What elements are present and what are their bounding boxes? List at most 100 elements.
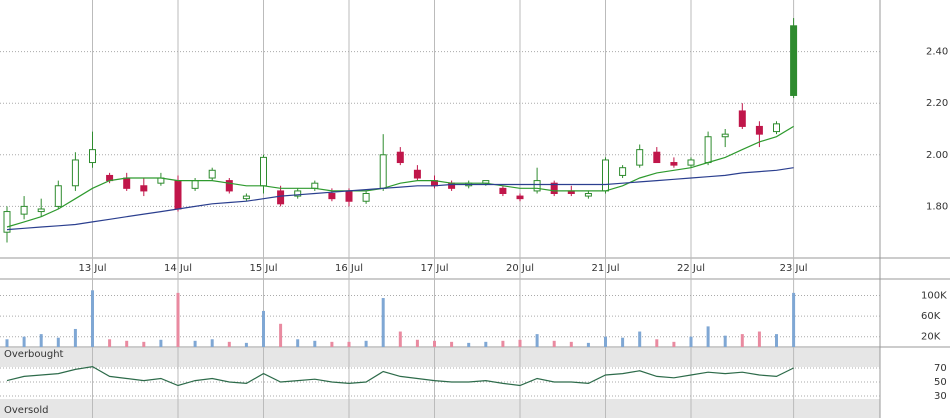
x-tick-label: 13 Jul bbox=[79, 263, 107, 274]
candle-body bbox=[123, 177, 131, 189]
candle-body bbox=[311, 182, 319, 189]
candle-body bbox=[345, 190, 353, 202]
x-tick-label: 20 Jul bbox=[506, 263, 534, 274]
volume-bar bbox=[108, 339, 112, 347]
candle-body bbox=[499, 187, 507, 194]
x-tick-label: 17 Jul bbox=[421, 263, 449, 274]
candle-body bbox=[755, 125, 763, 135]
volume-bar bbox=[655, 339, 659, 347]
candle-body bbox=[704, 136, 712, 164]
volume-bar bbox=[279, 323, 283, 347]
volume-bar bbox=[450, 341, 454, 347]
candle-body bbox=[89, 149, 96, 164]
candle-body bbox=[277, 190, 285, 205]
volume-bar bbox=[39, 334, 43, 347]
candle-body bbox=[721, 133, 729, 138]
volume-bar bbox=[125, 340, 129, 347]
volume-bar bbox=[467, 342, 471, 347]
candle-body bbox=[140, 185, 148, 192]
candle-body bbox=[738, 110, 746, 127]
volume-bar bbox=[210, 339, 214, 347]
candle-body bbox=[242, 195, 250, 200]
moving-average bbox=[6, 167, 794, 231]
volume-bar bbox=[313, 340, 317, 347]
y-tick-label: 2.40 bbox=[926, 47, 948, 58]
volume-bar bbox=[159, 339, 163, 347]
x-tick-label: 23 Jul bbox=[780, 263, 808, 274]
volume-bar bbox=[142, 341, 146, 347]
volume-bar bbox=[672, 341, 676, 347]
y-tick-label: 2.20 bbox=[926, 98, 948, 109]
volume-bar bbox=[244, 342, 248, 347]
x-tick-label: 21 Jul bbox=[592, 263, 620, 274]
candle-body bbox=[653, 151, 661, 164]
candle-body bbox=[328, 193, 336, 200]
volume-bar bbox=[501, 340, 505, 347]
volume-bar bbox=[706, 326, 710, 347]
candle-body bbox=[584, 193, 592, 197]
candle-body bbox=[619, 167, 627, 176]
candle-body bbox=[71, 159, 79, 187]
candle-body bbox=[550, 182, 558, 194]
candle-body bbox=[636, 149, 644, 166]
candle-body bbox=[37, 208, 45, 213]
candle-body bbox=[773, 123, 780, 133]
candle-body bbox=[260, 156, 267, 187]
volume-bar bbox=[296, 339, 300, 347]
candle-body bbox=[3, 211, 11, 233]
candle-body bbox=[362, 193, 370, 202]
volume-bar bbox=[740, 334, 744, 347]
y-tick-label: 1.80 bbox=[926, 201, 948, 212]
candle-body bbox=[670, 162, 678, 166]
volume-bar bbox=[775, 334, 778, 347]
overbought-band bbox=[0, 348, 880, 367]
volume-bar bbox=[330, 341, 334, 347]
candle-body bbox=[413, 169, 421, 179]
candle-body bbox=[396, 151, 404, 164]
volume-bar bbox=[689, 336, 693, 347]
volume-bar bbox=[398, 331, 402, 347]
volume-bar bbox=[73, 328, 77, 347]
y-tick-label: 2.00 bbox=[926, 150, 948, 161]
volume-tick-label: 20K bbox=[921, 332, 941, 343]
candle-body bbox=[790, 25, 798, 96]
volume-bar bbox=[552, 340, 556, 347]
candle-body bbox=[174, 180, 182, 210]
candle-body bbox=[602, 159, 609, 192]
volume-bar bbox=[347, 341, 351, 347]
volume-bar bbox=[176, 292, 180, 347]
oversold-band bbox=[0, 399, 880, 418]
moving-average bbox=[6, 125, 794, 228]
volume-tick-label: 60K bbox=[921, 311, 941, 322]
volume-bar bbox=[638, 331, 642, 347]
volume-bar bbox=[5, 339, 9, 347]
volume-bar bbox=[586, 342, 590, 347]
volume-bar bbox=[364, 340, 368, 347]
overbought-label: Overbought bbox=[4, 349, 64, 360]
volume-bar bbox=[535, 334, 539, 347]
volume-bar bbox=[792, 292, 796, 347]
x-tick-label: 16 Jul bbox=[335, 263, 363, 274]
candle-body bbox=[687, 159, 695, 166]
rsi-tick-label: 70 bbox=[934, 363, 947, 374]
volume-bar bbox=[604, 336, 607, 347]
volume-bar bbox=[91, 290, 94, 347]
candle-body bbox=[294, 190, 302, 197]
volume-bar bbox=[757, 331, 761, 347]
volume-bar bbox=[518, 339, 522, 347]
rsi-tick-label: 50 bbox=[934, 377, 947, 388]
volume-bar bbox=[723, 335, 727, 347]
volume-bar bbox=[262, 310, 265, 347]
x-tick-label: 14 Jul bbox=[164, 263, 192, 274]
candle-body bbox=[533, 180, 541, 192]
oversold-label: Oversold bbox=[4, 405, 49, 416]
candle-body bbox=[516, 195, 524, 200]
candle-body bbox=[20, 205, 28, 215]
volume-bar bbox=[433, 340, 436, 347]
volume-bar bbox=[484, 341, 488, 347]
candle-body bbox=[225, 180, 233, 192]
volume-bar bbox=[569, 341, 573, 347]
candle-body bbox=[191, 180, 199, 189]
volume-bar bbox=[415, 339, 419, 347]
rsi-line bbox=[6, 365, 794, 387]
